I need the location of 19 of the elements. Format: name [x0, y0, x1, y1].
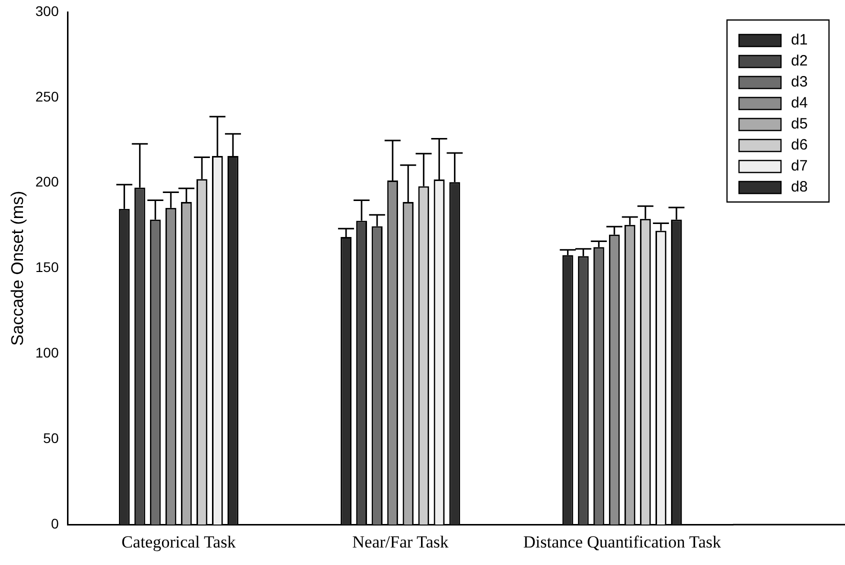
y-tick-label: 200 — [35, 174, 59, 190]
y-tick-label: 150 — [35, 259, 59, 276]
legend-label: d1 — [791, 32, 808, 49]
y-tick-label: 50 — [43, 430, 59, 446]
legend-label: d5 — [791, 116, 808, 133]
legend-label: d3 — [791, 74, 808, 91]
y-tick-label: 0 — [50, 515, 59, 532]
legend-label: d4 — [791, 94, 808, 112]
y-tick-label: 300 — [35, 2, 59, 19]
x-tick-label: Categorical Task — [122, 532, 236, 552]
legend-label: d2 — [791, 52, 808, 70]
y-tick-label: 100 — [35, 344, 59, 361]
legend-label: d6 — [791, 136, 808, 154]
legend-label: d7 — [791, 158, 808, 175]
y-tick-label: 250 — [35, 88, 59, 104]
x-tick-label: Near/Far Task — [352, 532, 449, 552]
legend-label: d8 — [791, 178, 808, 196]
x-tick-label: Distance Quantification Task — [523, 532, 722, 552]
y-axis-title: Saccade Onset (ms) — [8, 190, 27, 346]
